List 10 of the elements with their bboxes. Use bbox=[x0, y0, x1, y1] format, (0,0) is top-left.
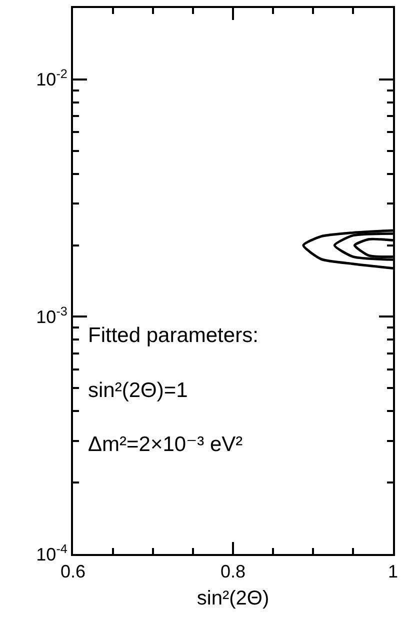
y-tick-label: 10$^{-4}$ bbox=[36, 542, 68, 564]
annotation: Fitted parameters: bbox=[88, 324, 258, 347]
y-tick-label: 10$^{-3}$ bbox=[36, 304, 68, 328]
x-tick-label: 0.8 bbox=[220, 562, 246, 582]
x-axis-title: sin²(2Θ) bbox=[196, 588, 270, 610]
x-tick-label: 1 bbox=[388, 562, 398, 582]
annotation: Δm²=2×10⁻³ eV² bbox=[88, 433, 243, 456]
y-tick-label: 10$^{-2}$ bbox=[36, 67, 68, 90]
annotation: sin²(2Θ)=1 bbox=[88, 379, 188, 402]
x-tick-label: 0.6 bbox=[60, 562, 86, 582]
